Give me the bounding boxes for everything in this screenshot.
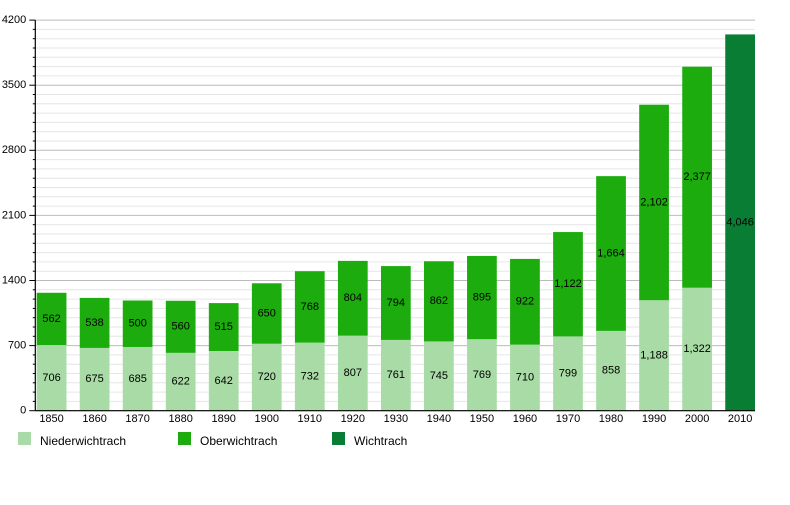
svg-text:807: 807 (344, 367, 362, 379)
svg-text:858: 858 (602, 365, 620, 377)
svg-text:1,188: 1,188 (640, 349, 668, 361)
svg-text:1990: 1990 (642, 413, 666, 425)
svg-text:685: 685 (128, 373, 146, 385)
svg-text:2100: 2100 (2, 209, 26, 221)
svg-text:560: 560 (172, 321, 190, 333)
svg-text:0: 0 (20, 405, 26, 417)
svg-text:1,664: 1,664 (597, 247, 625, 259)
svg-text:1900: 1900 (255, 413, 279, 425)
svg-text:1860: 1860 (82, 413, 106, 425)
svg-text:799: 799 (559, 367, 577, 379)
svg-text:1980: 1980 (599, 413, 623, 425)
svg-text:1400: 1400 (2, 274, 26, 286)
svg-text:700: 700 (8, 340, 26, 352)
svg-text:732: 732 (301, 371, 319, 383)
svg-text:769: 769 (473, 369, 491, 381)
svg-text:720: 720 (258, 371, 276, 383)
svg-text:562: 562 (42, 313, 60, 325)
svg-text:2010: 2010 (728, 413, 752, 425)
svg-text:3500: 3500 (2, 79, 26, 91)
svg-text:642: 642 (215, 375, 233, 387)
svg-text:650: 650 (258, 307, 276, 319)
svg-text:2800: 2800 (2, 144, 26, 156)
svg-text:1,122: 1,122 (554, 278, 582, 290)
svg-text:1870: 1870 (125, 413, 149, 425)
svg-text:1850: 1850 (39, 413, 63, 425)
svg-text:1880: 1880 (168, 413, 192, 425)
svg-text:538: 538 (85, 317, 103, 329)
svg-text:804: 804 (344, 292, 362, 304)
svg-text:922: 922 (516, 296, 534, 308)
svg-text:1890: 1890 (211, 413, 235, 425)
svg-text:2000: 2000 (685, 413, 709, 425)
svg-text:2,102: 2,102 (640, 196, 668, 208)
svg-text:1930: 1930 (384, 413, 408, 425)
svg-text:794: 794 (387, 297, 405, 309)
svg-text:895: 895 (473, 291, 491, 303)
svg-text:2,377: 2,377 (683, 171, 711, 183)
svg-text:1970: 1970 (556, 413, 580, 425)
svg-text:1,322: 1,322 (683, 343, 711, 355)
svg-text:622: 622 (172, 376, 190, 388)
svg-text:1940: 1940 (427, 413, 451, 425)
svg-text:745: 745 (430, 370, 448, 382)
svg-text:4,046: 4,046 (726, 216, 754, 228)
svg-text:1960: 1960 (513, 413, 537, 425)
svg-text:4200: 4200 (2, 14, 26, 26)
svg-text:761: 761 (387, 369, 405, 381)
svg-text:706: 706 (42, 372, 60, 384)
svg-text:768: 768 (301, 301, 319, 313)
svg-text:1910: 1910 (298, 413, 322, 425)
svg-text:862: 862 (430, 295, 448, 307)
svg-text:500: 500 (128, 318, 146, 330)
svg-text:1950: 1950 (470, 413, 494, 425)
svg-text:515: 515 (215, 321, 233, 333)
svg-text:710: 710 (516, 372, 534, 384)
svg-text:1920: 1920 (341, 413, 365, 425)
svg-text:675: 675 (85, 373, 103, 385)
